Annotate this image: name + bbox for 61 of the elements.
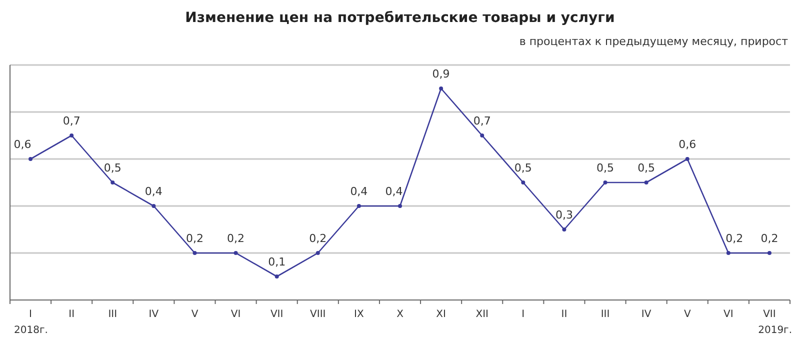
point xyxy=(110,180,115,184)
data-label: 0,3 xyxy=(555,208,573,222)
data-label: 0,6 xyxy=(14,138,32,151)
x-tick-label: IV xyxy=(148,309,159,320)
data-label: 0,5 xyxy=(638,162,656,174)
data-label: 0,5 xyxy=(596,162,614,174)
x-tick-label: II xyxy=(561,309,568,320)
x-tick-label: VII xyxy=(763,309,776,320)
data-label: 0,1 xyxy=(268,256,286,268)
point xyxy=(152,204,156,208)
point xyxy=(726,251,730,255)
x-tick-label: IV xyxy=(641,309,652,320)
data-label: 0,7 xyxy=(62,114,80,128)
data-label: 0,2 xyxy=(227,232,245,245)
x-tick-label: XII xyxy=(476,309,488,320)
x-tick-label: III xyxy=(600,309,610,320)
data-label: 0,9 xyxy=(432,68,450,80)
x-tick-label: III xyxy=(108,309,118,320)
point xyxy=(521,180,526,184)
point xyxy=(274,274,279,278)
x-tick-label: VI xyxy=(230,309,241,320)
point xyxy=(316,251,320,255)
data-label: 0,5 xyxy=(514,162,532,174)
x-tick-label: VI xyxy=(724,309,734,320)
point xyxy=(398,204,402,208)
x-tick-label: I xyxy=(29,309,32,320)
data-label: 0,2 xyxy=(186,232,204,245)
point xyxy=(192,251,197,255)
point xyxy=(603,180,608,184)
data-label: 0,7 xyxy=(473,114,491,128)
x-tick-label: X xyxy=(396,309,404,320)
data-label: 0,2 xyxy=(760,232,778,245)
x-tick-label: VIII xyxy=(310,309,326,320)
x-tick-label: IX xyxy=(354,309,364,320)
x-tick-label: II xyxy=(68,309,75,320)
data-label: 0,5 xyxy=(104,162,122,174)
x-tick-label: I xyxy=(522,309,525,320)
chart-title: Изменение цен на потребительские товары и услуги xyxy=(185,10,615,26)
text: 2018г. xyxy=(14,325,48,336)
point xyxy=(767,251,772,255)
data-label: 0,6 xyxy=(678,138,696,151)
x-tick-label: XI xyxy=(436,309,446,320)
point xyxy=(70,134,74,138)
data-label: 0,4 xyxy=(385,185,403,198)
point xyxy=(685,157,690,161)
x-tick-label: VII xyxy=(270,309,284,320)
data-label: 0,4 xyxy=(350,185,368,198)
x-tick-label: V xyxy=(684,309,691,320)
chart-subtitle: в процентах к предыдущему месяцу, прирост xyxy=(519,35,789,48)
data-label: 0,2 xyxy=(726,232,744,245)
point xyxy=(439,86,444,90)
point xyxy=(234,251,238,255)
point xyxy=(480,134,484,138)
point xyxy=(562,228,566,232)
data-label: 0,4 xyxy=(144,185,162,198)
text: 2019г. xyxy=(758,325,792,336)
data-label: 0,2 xyxy=(309,232,327,245)
x-tick-label: V xyxy=(191,309,198,320)
point xyxy=(28,157,33,161)
point xyxy=(644,180,648,184)
point xyxy=(356,204,361,208)
